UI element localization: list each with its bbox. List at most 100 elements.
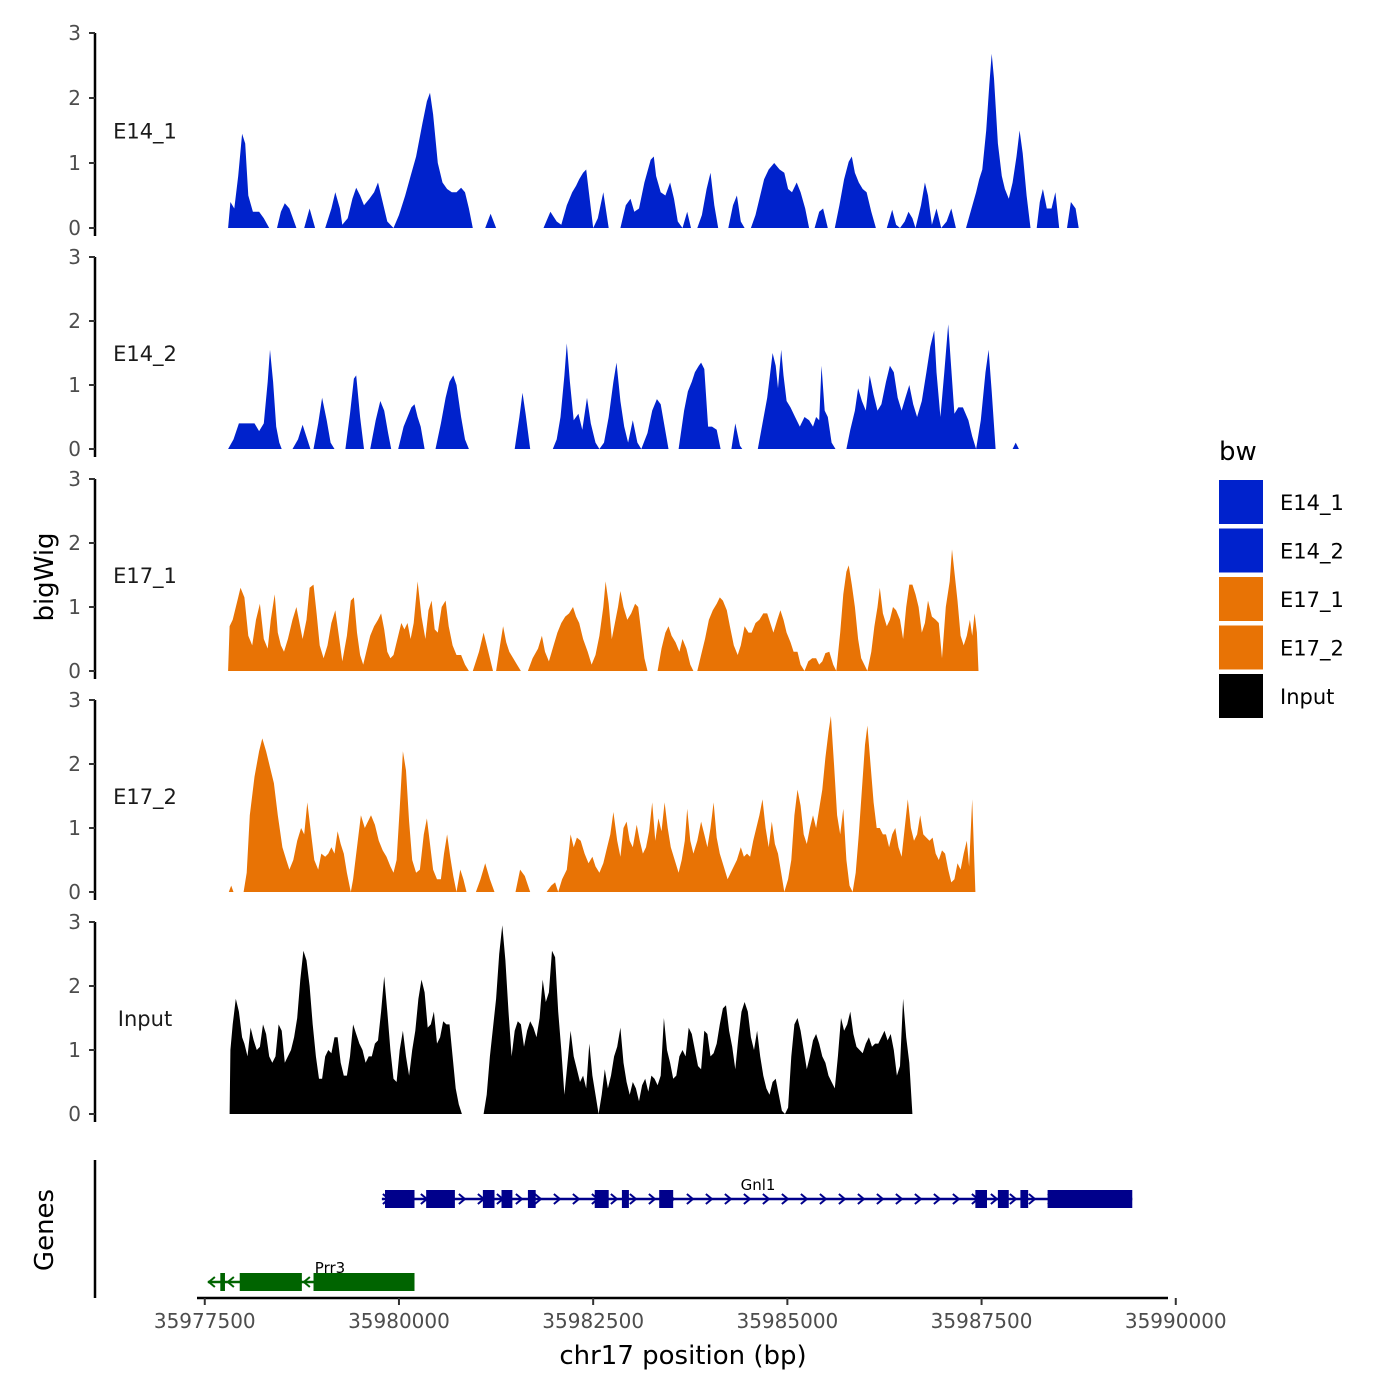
gene-exon xyxy=(621,1190,629,1208)
y-tick-label: 3 xyxy=(68,245,81,269)
strand-chevron xyxy=(610,1193,619,1205)
strand-chevron xyxy=(876,1193,885,1205)
gene-exon xyxy=(997,1190,1009,1208)
x-tick-label: 35982500 xyxy=(542,1309,644,1333)
legend-label: Input xyxy=(1280,685,1334,709)
legend-label: E17_2 xyxy=(1280,637,1344,662)
gene-exon xyxy=(482,1190,495,1208)
track-label: E14_2 xyxy=(113,342,177,367)
track-E14_1: 0 1 2 3 E14_1 xyxy=(68,21,1099,240)
x-tick-label: 35985000 xyxy=(736,1309,838,1333)
x-tick-label: 35977500 xyxy=(154,1309,256,1333)
gene-exon xyxy=(426,1190,455,1208)
legend-item-E14_2: E14_2 xyxy=(1219,528,1344,573)
track-Input: 0 1 2 3 Input xyxy=(68,910,913,1126)
track-area-E14_1 xyxy=(228,53,1099,228)
y-tick-label: 1 xyxy=(68,151,81,175)
strand-chevron xyxy=(207,1276,216,1288)
strand-chevron xyxy=(838,1193,847,1205)
strand-chevron xyxy=(952,1193,961,1205)
y-tick-label: 3 xyxy=(68,688,81,712)
track-area-Input xyxy=(229,925,913,1114)
y-tick-label: 3 xyxy=(68,21,81,45)
strand-chevron xyxy=(819,1193,828,1205)
strand-chevron xyxy=(800,1193,809,1205)
y-tick-label: 2 xyxy=(68,974,81,998)
y-tick-label: 2 xyxy=(68,531,81,555)
x-axis-title: chr17 position (bp) xyxy=(559,1341,806,1371)
legend-swatch xyxy=(1219,625,1263,670)
x-tick-label: 35980000 xyxy=(348,1309,450,1333)
strand-chevron xyxy=(895,1193,904,1205)
strand-chevron xyxy=(990,1193,999,1205)
legend-title: bw xyxy=(1219,437,1257,467)
legend: bw E14_1 E14_2 E17_1 E17_2 Input xyxy=(1219,437,1344,718)
y-tick-label: 2 xyxy=(68,309,81,333)
gene-exon xyxy=(220,1273,225,1291)
genes-axis-title: Genes xyxy=(30,1189,60,1271)
track-label: E17_1 xyxy=(113,564,177,589)
track-label: E14_1 xyxy=(113,120,177,145)
strand-chevron xyxy=(781,1193,790,1205)
strand-chevron xyxy=(534,1193,543,1205)
tracks-layer: 0 1 2 3 E14_1 0 1 2 3 E14_2 0 1 2 3 E17_1 0 1 2 3 E17_2 0 1 2 3… xyxy=(68,21,1099,1126)
legend-swatch xyxy=(1219,480,1263,524)
x-tick-label: 35987500 xyxy=(931,1309,1033,1333)
strand-chevron xyxy=(572,1193,581,1205)
track-E17_2: 0 1 2 3 E17_2 xyxy=(68,688,976,904)
gene-exon xyxy=(384,1190,415,1208)
track-area-E14_2 xyxy=(228,324,1099,449)
gene-exon xyxy=(527,1190,536,1208)
gene-exon xyxy=(594,1190,609,1208)
strand-chevron xyxy=(705,1193,714,1205)
strand-chevron xyxy=(302,1276,311,1288)
y-tick-label: 0 xyxy=(68,437,81,461)
y-tick-label: 3 xyxy=(68,467,81,491)
y-tick-label: 0 xyxy=(68,216,81,240)
y-tick-label: 2 xyxy=(68,752,81,776)
x-tick-label: 35990000 xyxy=(1125,1309,1227,1333)
y-tick-label: 2 xyxy=(68,86,81,110)
gene-exon xyxy=(313,1273,415,1291)
legend-label: E14_1 xyxy=(1280,491,1344,516)
gene-exon xyxy=(1047,1190,1133,1208)
gene-label: Gnl1 xyxy=(741,1176,776,1194)
strand-chevron xyxy=(458,1193,467,1205)
gene-exon xyxy=(501,1190,513,1208)
legend-swatch xyxy=(1219,577,1263,621)
track-E14_2: 0 1 2 3 E14_2 xyxy=(68,245,1099,461)
y-tick-label: 1 xyxy=(68,373,81,397)
genes-layer: Gnl1 Prr3 xyxy=(93,1160,1133,1298)
legend-swatch xyxy=(1219,528,1263,573)
y-tick-label: 0 xyxy=(68,880,81,904)
legend-item-E14_1: E14_1 xyxy=(1219,480,1344,524)
y-tick-label: 0 xyxy=(68,659,81,683)
strand-chevron xyxy=(553,1193,562,1205)
strand-chevron xyxy=(743,1193,752,1205)
y-tick-label: 1 xyxy=(68,816,81,840)
gene-exon xyxy=(239,1273,302,1291)
gene-exon xyxy=(1020,1190,1029,1208)
y-tick-label: 3 xyxy=(68,910,81,934)
strand-chevron xyxy=(648,1193,657,1205)
strand-chevron xyxy=(914,1193,923,1205)
strand-chevron xyxy=(686,1193,695,1205)
strand-chevron xyxy=(629,1193,638,1205)
strand-chevron xyxy=(226,1276,235,1288)
legend-swatch xyxy=(1219,674,1263,718)
legend-label: E17_1 xyxy=(1280,588,1344,613)
track-E17_1: 0 1 2 3 E17_1 xyxy=(68,467,979,683)
gene-Gnl1: Gnl1 xyxy=(381,1176,1133,1208)
x-axis: 35977500 35980000 35982500 35985000 35987500… xyxy=(154,1296,1227,1333)
legend-item-E17_1: E17_1 xyxy=(1219,577,1344,621)
y-tick-label: 1 xyxy=(68,1038,81,1062)
legend-item-Input: Input xyxy=(1219,674,1334,718)
track-label: E17_2 xyxy=(113,785,177,810)
strand-chevron xyxy=(933,1193,942,1205)
y-axis-title: bigWig xyxy=(30,532,60,621)
gene-Prr3: Prr3 xyxy=(207,1259,415,1291)
strand-chevron xyxy=(1028,1193,1037,1205)
strand-chevron xyxy=(857,1193,866,1205)
y-tick-label: 0 xyxy=(68,1102,81,1126)
strand-chevron xyxy=(515,1193,524,1205)
